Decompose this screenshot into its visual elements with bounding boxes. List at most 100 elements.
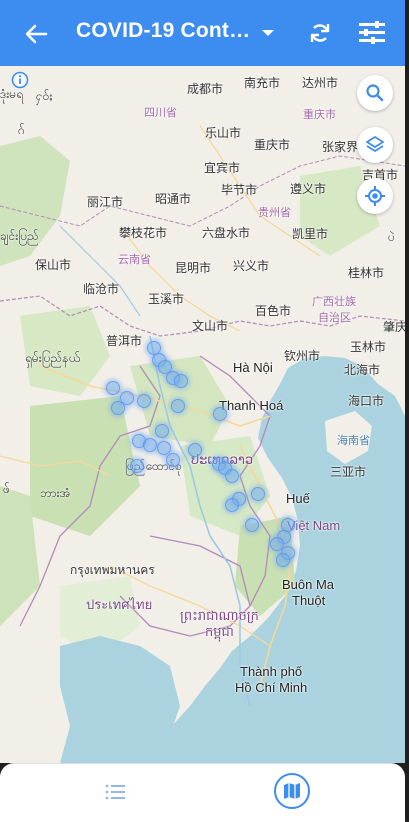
map-label: 贵州省	[258, 207, 291, 219]
case-marker[interactable]	[111, 401, 125, 415]
map-label: 百色市	[255, 304, 292, 318]
map-label: ဘားအံ	[40, 486, 71, 500]
map-label: Hà Nội	[233, 360, 273, 375]
map-label: ဒုံးမရ	[0, 87, 24, 101]
map-label: 攀枝花市	[119, 226, 168, 240]
list-icon	[105, 784, 125, 800]
map-label: 保山市	[35, 258, 72, 272]
map-label: 兴义市	[233, 259, 270, 273]
crosshair-icon	[365, 186, 385, 206]
case-marker[interactable]	[225, 498, 239, 512]
map-label: 文山市	[192, 319, 229, 333]
case-marker[interactable]	[158, 360, 172, 374]
map-view-button[interactable]	[274, 773, 310, 809]
map-label: Hồ Chí Minh	[235, 680, 308, 695]
map-label: 海南省	[337, 435, 370, 447]
title-dropdown-button[interactable]	[258, 22, 278, 42]
map-label: 张家界	[322, 140, 359, 154]
map-label: 玉林市	[350, 340, 387, 354]
case-marker[interactable]	[155, 424, 169, 438]
case-marker[interactable]	[174, 374, 188, 388]
map-search-button[interactable]	[357, 75, 393, 111]
map-label: 普洱市	[106, 334, 143, 348]
map-attribution-button[interactable]	[11, 71, 29, 89]
case-marker[interactable]	[270, 537, 284, 551]
map-label: 广西壮族	[312, 296, 356, 308]
case-marker[interactable]	[276, 553, 290, 567]
case-marker[interactable]	[166, 453, 180, 467]
case-marker[interactable]	[245, 518, 259, 532]
map-label: 遵义市	[290, 182, 327, 196]
map-label: กรุงเทพมหานคร	[70, 563, 155, 577]
map-label: Buôn Ma	[282, 577, 335, 592]
map-label: ဂ်	[18, 123, 25, 137]
case-marker[interactable]	[188, 443, 202, 457]
caret-down-icon	[262, 30, 274, 36]
refresh-button[interactable]	[306, 19, 334, 47]
map-label: 四川省	[144, 107, 177, 119]
refresh-icon	[310, 24, 330, 42]
case-marker[interactable]	[106, 381, 120, 395]
case-marker[interactable]	[143, 438, 157, 452]
map-locate-button[interactable]	[357, 178, 393, 214]
map-label: ႁဝ်ႈ	[36, 89, 53, 103]
filter-button[interactable]	[357, 20, 387, 46]
map-label: 肇庆	[383, 320, 405, 334]
map-label: Thành phố	[240, 664, 303, 679]
map-icon	[284, 783, 300, 799]
map-label: Việt Nam	[287, 518, 341, 533]
map-label: 重庆市	[254, 138, 291, 152]
map-label: 毕节市	[221, 183, 258, 197]
map-label: 达州市	[302, 76, 339, 90]
map-label: 成都市	[187, 82, 224, 96]
map-label: 南充市	[244, 76, 281, 90]
app-bar: COVID-19 Conta…	[0, 0, 405, 66]
arrow-left-icon	[25, 24, 48, 44]
map-label: 宜宾市	[204, 161, 241, 175]
map-label: Huế	[286, 491, 310, 506]
case-marker[interactable]	[157, 441, 171, 455]
map-label: ព្រះរាជាណាចក្រ	[180, 608, 259, 623]
list-view-button[interactable]	[104, 781, 126, 803]
map-label: Thanh Hoá	[219, 398, 284, 413]
info-icon	[11, 71, 29, 89]
map-label: 乐山市	[205, 126, 242, 140]
map-label: 玉溪市	[148, 292, 185, 306]
map-label: 凯里市	[292, 227, 329, 241]
map-label: 六盘水市	[202, 226, 251, 240]
map-label: 钦州市	[284, 349, 321, 363]
page-title: COVID-19 Conta…	[76, 19, 256, 42]
map-label: 北海市	[344, 363, 381, 377]
map-base	[0, 66, 405, 763]
map-label: 重庆市	[303, 109, 336, 121]
case-marker[interactable]	[213, 407, 227, 421]
sliders-icon	[359, 21, 385, 44]
back-button[interactable]	[20, 18, 52, 50]
map-label: 临沧市	[83, 282, 120, 296]
map-label: 昭通市	[155, 192, 192, 206]
map-layers-button[interactable]	[357, 127, 393, 163]
case-marker[interactable]	[130, 459, 144, 473]
layers-icon	[366, 136, 384, 152]
map-label: ဖ်	[3, 482, 10, 496]
case-marker[interactable]	[225, 469, 239, 483]
map-label: 云南省	[118, 254, 151, 266]
search-icon	[366, 84, 384, 102]
case-marker[interactable]	[171, 399, 185, 413]
map-label: កម្ពុជា	[205, 624, 234, 639]
case-marker[interactable]	[120, 391, 134, 405]
map-label: ပဲ	[388, 230, 395, 244]
map-label: ချင်းပြည်	[0, 229, 39, 243]
map-label: 海口市	[348, 394, 385, 408]
map-label: Thuột	[292, 593, 326, 608]
map-label: ရှမ်းပြည်နယ်	[25, 351, 81, 365]
map-label: 桂林市	[348, 266, 385, 280]
map-label: 丽江市	[87, 195, 124, 209]
case-marker[interactable]	[137, 394, 151, 408]
bottom-navigation	[0, 763, 405, 822]
map-label: 自治区	[318, 312, 351, 324]
map-label: 昆明市	[175, 261, 212, 275]
map-view[interactable]: ဒုံးမရ ႁဝ်ႈ 成都市 南充市 达州市 四川省 重庆市 ဂ် 乐山市 重…	[0, 66, 405, 763]
case-marker[interactable]	[251, 487, 265, 501]
